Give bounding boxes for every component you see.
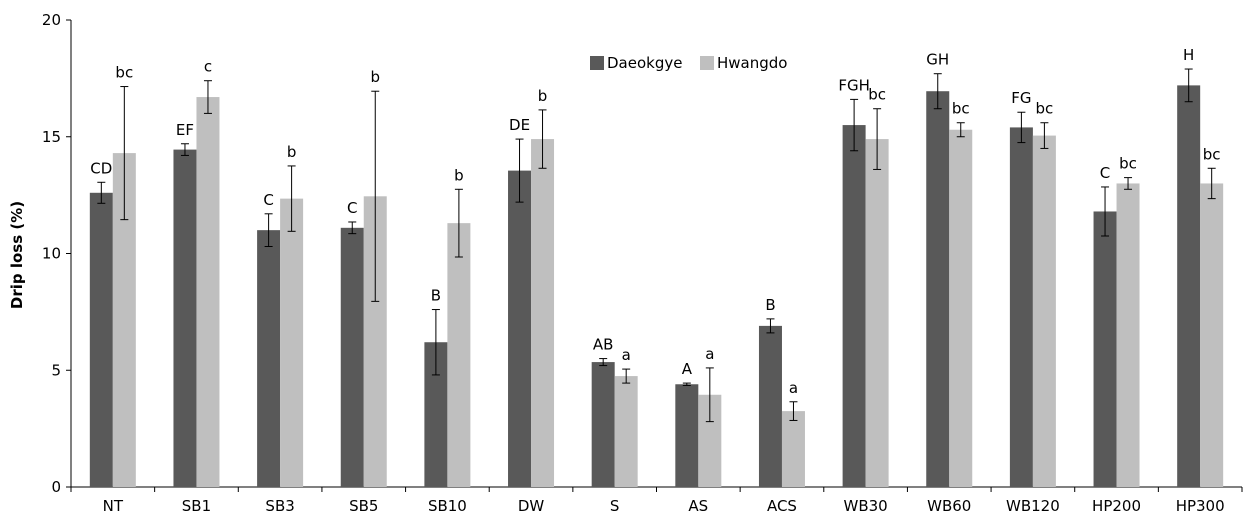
bar-daeokgye — [842, 125, 866, 487]
significance-label: bc — [1119, 155, 1137, 173]
x-tick-label: DW — [518, 497, 545, 515]
bar-hwangdo — [1116, 183, 1140, 487]
significance-label: EF — [176, 121, 194, 139]
x-tick-label: HP200 — [1092, 497, 1141, 515]
bar-hwangdo — [698, 394, 722, 487]
significance-label: H — [1183, 46, 1194, 64]
bar-hwangdo — [531, 139, 555, 487]
x-tick-label: ACS — [767, 497, 797, 515]
x-tick-label: HP300 — [1176, 497, 1225, 515]
bar-daeokgye — [758, 325, 782, 487]
legend: Daeokgye Hwangdo — [590, 54, 787, 72]
legend-label-hwangdo: Hwangdo — [717, 54, 787, 72]
significance-label: b — [454, 166, 464, 184]
x-tick-label: WB120 — [1006, 497, 1060, 515]
bar-daeokgye — [257, 230, 281, 487]
significance-label: bc — [868, 86, 886, 104]
significance-label: a — [622, 346, 631, 364]
bar-hwangdo — [1200, 183, 1224, 487]
bar-daeokgye — [1177, 85, 1201, 487]
bar-hwangdo — [614, 376, 638, 487]
x-tick-label: WB60 — [927, 497, 971, 515]
bar-hwangdo — [781, 411, 805, 487]
bar-daeokgye — [89, 192, 113, 488]
significance-label: FG — [1011, 89, 1031, 107]
bar-daeokgye — [1009, 127, 1033, 487]
significance-label: a — [705, 345, 714, 363]
significance-label: bc — [115, 64, 133, 82]
x-tick-label: SB1 — [182, 497, 211, 515]
y-tick-label: 20 — [42, 11, 61, 29]
significance-label: GH — [926, 51, 949, 69]
bar-hwangdo — [949, 129, 973, 487]
significance-label: FGH — [838, 76, 870, 94]
significance-label: b — [538, 87, 548, 105]
significance-label: CD — [90, 159, 112, 177]
x-tick-label: SB3 — [265, 497, 294, 515]
significance-label: c — [204, 58, 212, 76]
bar-hwangdo — [1032, 135, 1056, 487]
bar-daeokgye — [591, 362, 615, 487]
x-tick-label: AS — [688, 497, 708, 515]
significance-label: C — [263, 191, 273, 209]
significance-label: bc — [1203, 145, 1221, 163]
bar-daeokgye — [508, 170, 532, 488]
y-axis-label: Drip loss (%) — [8, 201, 26, 309]
significance-label: B — [431, 287, 441, 305]
x-tick-label: SB10 — [428, 497, 467, 515]
bar-daeokgye — [173, 149, 197, 487]
significance-label: B — [765, 296, 775, 314]
x-tick-label: S — [610, 497, 620, 515]
significance-label: a — [789, 379, 798, 397]
bar-daeokgye — [675, 384, 699, 487]
significance-label: b — [370, 68, 380, 86]
bar-hwangdo — [865, 139, 889, 487]
bar-hwangdo — [196, 97, 220, 488]
significance-label: C — [1100, 164, 1110, 182]
significance-label: bc — [952, 100, 970, 118]
significance-label: b — [287, 143, 297, 161]
bar-daeokgye — [340, 227, 364, 487]
x-tick-label: WB30 — [843, 497, 887, 515]
y-tick-label: 0 — [51, 478, 61, 496]
significance-label: DE — [509, 116, 530, 134]
x-tick-label: SB5 — [349, 497, 378, 515]
significance-label: bc — [1036, 100, 1054, 118]
bar-hwangdo — [112, 153, 136, 487]
significance-label: A — [682, 360, 693, 378]
bar-hwangdo — [363, 196, 387, 488]
bar-daeokgye — [424, 342, 448, 487]
legend-label-daeokgye: Daeokgye — [607, 54, 682, 72]
y-tick-label: 10 — [42, 245, 61, 263]
bar-daeokgye — [926, 91, 950, 487]
y-tick-label: 15 — [42, 128, 61, 146]
legend-swatch-daeokgye — [590, 56, 604, 70]
x-tick-label: NT — [103, 497, 124, 515]
bar-daeokgye — [1093, 211, 1117, 487]
plot-area: 0 5 10 15 20 NT SB1 SB3 SB5 SB10 DW S AS ACS WB30 WB60 W… — [42, 11, 1243, 515]
bar-hwangdo — [447, 223, 471, 487]
bar-hwangdo — [280, 198, 304, 487]
significance-label: AB — [593, 336, 614, 354]
legend-swatch-hwangdo — [700, 56, 714, 70]
significance-label: C — [347, 199, 357, 217]
y-tick-label: 5 — [51, 361, 61, 379]
